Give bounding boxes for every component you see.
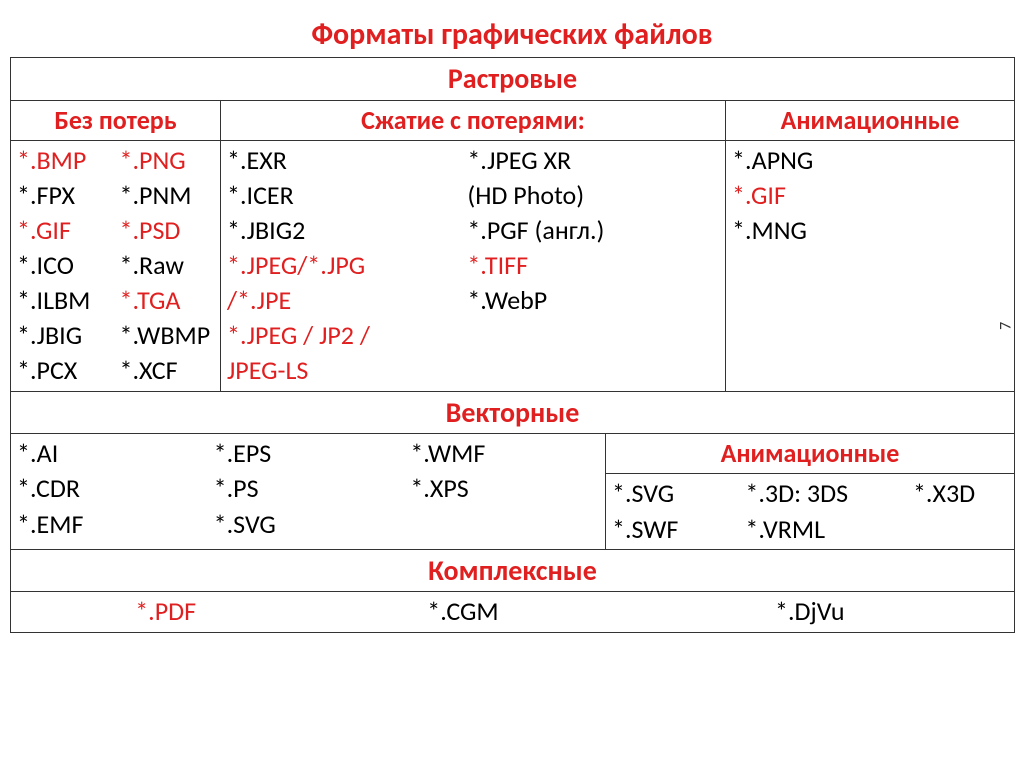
format-item: *.APNG [732,143,1008,178]
format-item: *.XPS [410,471,599,506]
format-item: *.SWF [612,512,737,547]
format-item: *.GIF [17,213,112,248]
format-item: *.X3D [913,476,1008,511]
format-item: *.SVG [214,507,403,542]
format-item: *.BMP [17,143,112,178]
format-item: *.CGM [314,594,611,629]
format-item: *.CDR [17,471,206,506]
lossless-cell: *.BMP*.FPX*.GIF*.ICO*.ILBM*.JBIG*.PCX *.… [11,140,221,391]
vector-main-cell: *.AI*.CDR*.EMF *.EPS*.PS*.SVG *.WMF*.XPS [11,434,606,549]
lossy-cell: *.EXR *.ICER*.JBIG2*.JPEG/*.JPG/*.JPE*.J… [221,140,726,391]
format-item: *.PCX [17,353,112,388]
page-number: 7 [995,322,1017,330]
format-item: *.GIF [732,178,1008,213]
format-item: (HD Photo) [467,178,719,213]
format-item: *.PDF [17,594,314,629]
format-item: *.ICO [17,248,112,283]
format-item: *.WBMP [120,318,215,353]
format-item: *.PGF (англ.) [467,213,719,248]
format-item: *.ICER [227,178,459,213]
format-item: *.PS [214,471,403,506]
format-item: *.AI [17,436,206,471]
vector-header: Векторные [11,391,1015,434]
format-item: *.JBIG [17,318,112,353]
format-item: *.SVG [612,476,737,511]
format-item: *.JPEG / JP2 / [227,318,459,353]
format-item: *.EMF [17,507,206,542]
vector-anim-cell: *.SVG*.SWF *.3D: 3DS*.VRML *.X3D [606,474,1015,549]
format-item: *.XCF [120,353,215,388]
format-item: *.PSD [120,213,215,248]
format-item: *.Raw [120,248,215,283]
raster-anim-cell: *.APNG*.GIF*.MNG 7 [726,140,1015,391]
format-item: *.EXR [227,143,459,178]
raster-anim-header: Анимационные [726,100,1015,140]
complex-cell: *.PDF*.CGM*.DjVu [11,592,1015,632]
format-item: *.JPEG XR [467,143,719,178]
lossy-header: Сжатие с потерями: [221,100,726,140]
format-item: /*.JPE [227,283,459,318]
lossless-header: Без потерь [11,100,221,140]
format-item: *.JBIG2 [227,213,459,248]
format-item: *.VRML [745,512,905,547]
format-item: *.WMF [410,436,599,471]
format-item: *.PNG [120,143,215,178]
formats-table: Растровые Без потерь Сжатие с потерями: … [10,57,1015,633]
format-item: *.DjVu [612,594,1008,629]
vector-anim-header: Анимационные [606,434,1015,474]
format-item: *.WebP [467,283,719,318]
format-item: *.JPEG/*.JPG [227,248,459,283]
page-title: Форматы графических файлов [10,16,1014,53]
raster-header: Растровые [11,58,1015,101]
format-item: *.EPS [214,436,403,471]
format-item: *.TGA [120,283,215,318]
format-item: *.TIFF [467,248,719,283]
format-item: JPEG-LS [227,353,459,388]
format-item: *.3D: 3DS [745,476,905,511]
format-item: *.PNM [120,178,215,213]
complex-header: Комплексные [11,549,1015,592]
format-item: *.MNG [732,213,1008,248]
format-item: *.ILBM [17,283,112,318]
format-item: *.FPX [17,178,112,213]
